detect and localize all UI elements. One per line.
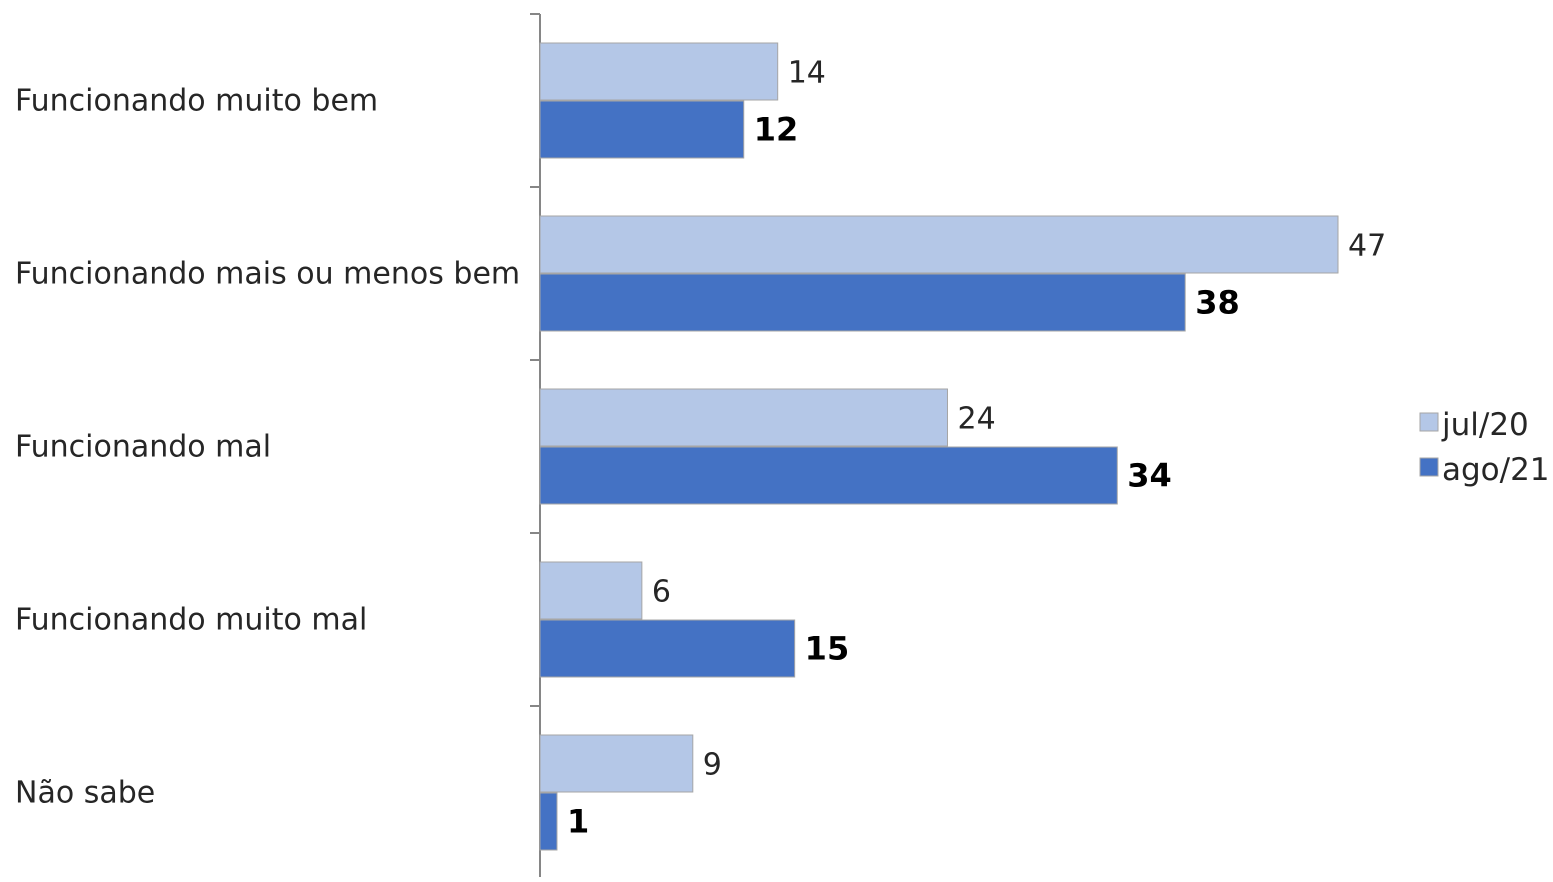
category-label: Funcionando muito mal <box>15 603 367 638</box>
bar-ago-21-0 <box>539 100 745 159</box>
data-label: 6 <box>652 575 671 610</box>
bar-jul-20-4 <box>539 734 694 793</box>
bar-jul-20-2 <box>539 388 948 447</box>
bar-ago-21-2 <box>539 446 1118 505</box>
data-label: 1 <box>567 803 589 841</box>
category-label: Funcionando mal <box>15 430 271 465</box>
category-label: Não sabe <box>15 776 155 811</box>
bar-ago-21-1 <box>539 273 1186 332</box>
data-label: 24 <box>957 402 995 437</box>
bar-jul-20-1 <box>539 215 1339 274</box>
data-label: 38 <box>1195 284 1240 322</box>
legend-label: ago/21 <box>1442 452 1550 488</box>
legend-label: jul/20 <box>1441 407 1529 443</box>
labels-layer: Funcionando muito bem Funcionando mais ou… <box>15 56 1386 841</box>
category-label: Funcionando muito bem <box>15 84 378 119</box>
category-label: Funcionando mais ou menos bem <box>15 257 520 292</box>
data-label: 15 <box>805 630 850 668</box>
axis-layer <box>530 13 541 877</box>
bar-jul-20-0 <box>539 42 779 101</box>
data-label: 14 <box>788 56 826 91</box>
bars-layer <box>539 42 1339 851</box>
legend-swatch <box>1419 412 1439 432</box>
legend-swatch <box>1419 457 1439 477</box>
data-label: 47 <box>1348 229 1386 264</box>
bar-ago-21-3 <box>539 619 796 678</box>
bar-ago-21-4 <box>539 792 558 851</box>
legend: jul/20 ago/21 <box>1419 407 1550 488</box>
data-label: 12 <box>754 111 799 149</box>
bar-jul-20-3 <box>539 561 643 620</box>
data-label: 9 <box>703 748 722 783</box>
data-label: 34 <box>1127 457 1172 495</box>
